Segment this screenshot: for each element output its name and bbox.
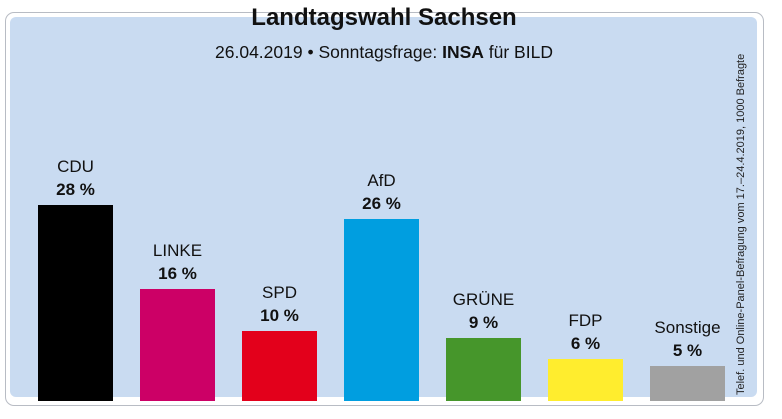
value-label-afd: 26 %	[362, 194, 401, 213]
bar-spd	[242, 331, 317, 401]
party-label-afd: AfD	[367, 171, 395, 190]
chart-title: Landtagswahl Sachsen	[251, 4, 517, 31]
bar-linke	[140, 289, 215, 401]
subtitle-institute: INSA	[442, 42, 484, 62]
value-label-linke: 16 %	[158, 264, 197, 283]
party-label-spd: SPD	[262, 283, 297, 302]
party-label-linke: LINKE	[153, 241, 202, 260]
subtitle-date: 26.04.2019	[215, 42, 303, 62]
party-label-fdp: FDP	[569, 311, 603, 330]
subtitle-bullet: •	[307, 42, 314, 62]
value-label-fdp: 6 %	[571, 334, 600, 353]
chart-subtitle: 26.04.2019 • Sonntagsfrage: INSA für BIL…	[0, 42, 768, 63]
subtitle-label: Sonntagsfrage:	[318, 42, 438, 62]
party-label-sonstige: Sonstige	[654, 318, 720, 337]
bar-fdp	[548, 359, 623, 401]
value-label-sonstige: 5 %	[673, 341, 702, 360]
subtitle-client: für BILD	[488, 42, 553, 62]
bar-gr-ne	[446, 338, 521, 401]
value-label-cdu: 28 %	[56, 180, 95, 199]
party-label-gr-ne: GRÜNE	[453, 290, 514, 309]
party-label-cdu: CDU	[57, 157, 94, 176]
value-label-spd: 10 %	[260, 306, 299, 325]
bar-sonstige	[650, 366, 725, 401]
value-label-gr-ne: 9 %	[469, 313, 498, 332]
bar-afd	[344, 219, 419, 401]
bar-cdu	[38, 205, 113, 401]
